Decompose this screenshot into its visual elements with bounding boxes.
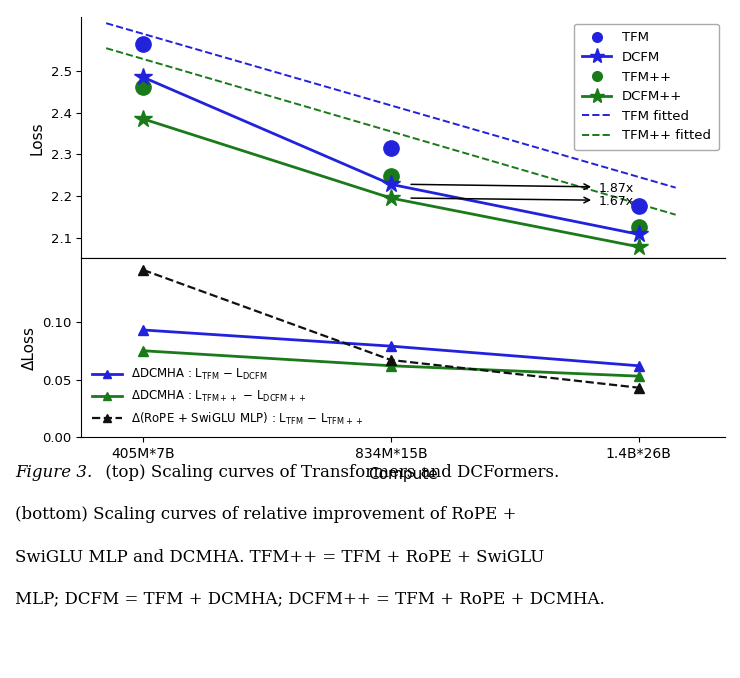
Legend: TFM, DCFM, TFM++, DCFM++, TFM fitted, TFM++ fitted: TFM, DCFM, TFM++, DCFM++, TFM fitted, TF…: [574, 24, 719, 151]
Text: 1.67x: 1.67x: [599, 195, 634, 208]
Text: Figure 3.: Figure 3.: [15, 464, 92, 481]
Text: MLP; DCFM = TFM + DCMHA; DCFM++ = TFM + RoPE + DCMHA.: MLP; DCFM = TFM + DCMHA; DCFM++ = TFM + …: [15, 591, 605, 607]
Text: (top) Scaling curves of Transformers and DCFormers.: (top) Scaling curves of Transformers and…: [100, 464, 559, 481]
Y-axis label: Loss: Loss: [30, 121, 45, 155]
Text: SwiGLU MLP and DCMHA. TFM++ = TFM + RoPE + SwiGLU: SwiGLU MLP and DCMHA. TFM++ = TFM + RoPE…: [15, 549, 544, 565]
X-axis label: Compute: Compute: [369, 466, 438, 481]
Y-axis label: ΔLoss: ΔLoss: [21, 326, 37, 370]
Text: (bottom) Scaling curves of relative improvement of RoPE +: (bottom) Scaling curves of relative impr…: [15, 506, 517, 523]
Text: 1.87x: 1.87x: [599, 182, 634, 195]
Legend: $\Delta$DCMHA : L$_{\rm TFM}$ $-$ L$_{\rm DCFM}$, $\Delta$DCMHA : L$_{\rm TFM++}: $\Delta$DCMHA : L$_{\rm TFM}$ $-$ L$_{\r…: [87, 363, 368, 431]
